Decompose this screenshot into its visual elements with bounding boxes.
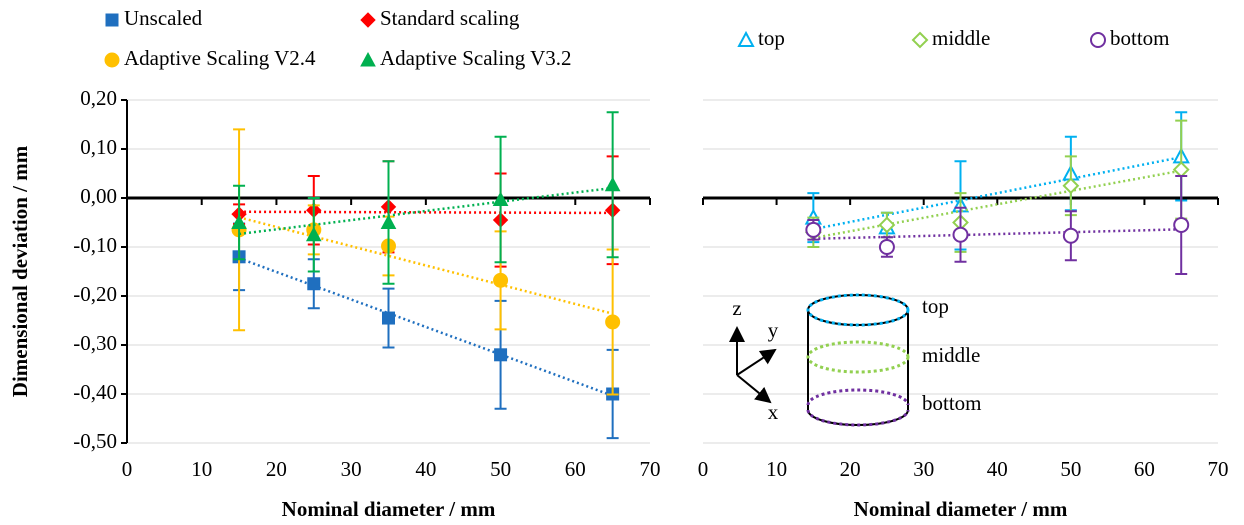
- marker: [492, 191, 509, 206]
- marker: [231, 214, 247, 229]
- legend-label: Adaptive Scaling V2.4: [124, 46, 316, 70]
- inset-label: middle: [922, 343, 980, 367]
- x-tick-label: 40: [415, 457, 436, 481]
- axis-z: z: [732, 296, 741, 320]
- y-tick-label: -0,10: [73, 233, 117, 257]
- marker: [105, 13, 119, 27]
- x-tick-label: 20: [840, 457, 861, 481]
- x-axis-label: Nominal diameter / mm: [282, 497, 496, 521]
- x-tick-label: 50: [490, 457, 511, 481]
- x-tick-label: 50: [1060, 457, 1081, 481]
- marker: [360, 12, 376, 28]
- y-tick-label: -0,50: [73, 429, 117, 453]
- trendline: [813, 155, 1182, 231]
- y-tick-label: -0,20: [73, 282, 117, 306]
- legend-label: Standard scaling: [380, 6, 520, 30]
- marker: [1062, 227, 1079, 244]
- legend-label: middle: [932, 26, 990, 50]
- x-tick-label: 60: [565, 457, 586, 481]
- x-tick-label: 30: [341, 457, 362, 481]
- marker: [604, 176, 621, 192]
- y-tick-label: -0,30: [73, 331, 117, 355]
- axis-x: x: [768, 400, 779, 424]
- marker: [1090, 32, 1106, 48]
- legend-label: Adaptive Scaling V3.2: [380, 46, 572, 70]
- legend-label: bottom: [1110, 26, 1170, 50]
- x-tick-label: 40: [987, 457, 1008, 481]
- x-tick-label: 60: [1134, 457, 1155, 481]
- axis-y: y: [768, 318, 779, 342]
- marker: [307, 277, 321, 291]
- marker: [494, 348, 508, 362]
- y-tick-label: 0,00: [80, 184, 117, 208]
- x-tick-label: 30: [913, 457, 934, 481]
- marker: [878, 216, 896, 234]
- legend-label: top: [758, 26, 785, 50]
- inset-label: bottom: [922, 391, 982, 415]
- marker: [380, 214, 397, 229]
- marker: [1172, 161, 1190, 178]
- marker: [605, 314, 621, 330]
- x-tick-label: 0: [122, 457, 133, 481]
- x-tick-label: 70: [1208, 457, 1229, 481]
- y-axis-label: Dimensional deviation / mm: [8, 145, 32, 397]
- marker: [1062, 177, 1080, 195]
- plots: -0,50 -0,40 -0,30 -0,20 -0,10 0,00 0,10 0,20 0 10…: [8, 6, 1229, 521]
- trendline: [813, 228, 1182, 241]
- panel: 0 10 20 30 40 50 60 70 Nominal diameter / mm top m…: [698, 26, 1229, 521]
- marker: [305, 226, 322, 242]
- marker: [737, 30, 755, 47]
- marker: [493, 272, 509, 288]
- marker: [878, 239, 895, 255]
- trendline: [238, 257, 614, 397]
- x-tick-label: 10: [766, 457, 787, 481]
- x-tick-label: 20: [266, 457, 287, 481]
- marker: [911, 31, 929, 49]
- x-tick-label: 10: [191, 457, 212, 481]
- marker: [805, 221, 822, 238]
- y-tick-label: 0,20: [80, 86, 117, 110]
- y-tick-label: 0,10: [80, 135, 117, 159]
- x-tick-label: 0: [698, 457, 709, 481]
- legend-label: Unscaled: [124, 6, 203, 30]
- panel: -0,50 -0,40 -0,30 -0,20 -0,10 0,00 0,10 0,20 0 10…: [8, 6, 661, 521]
- marker: [1173, 216, 1190, 233]
- trendline: [813, 169, 1182, 240]
- marker: [104, 52, 120, 68]
- y-tick-label: -0,40: [73, 380, 117, 404]
- x-axis-label: Nominal diameter / mm: [854, 497, 1068, 521]
- inset-label: top: [922, 294, 949, 318]
- marker: [360, 51, 376, 67]
- marker: [382, 311, 395, 325]
- inset-diagram: z y x top middle bottom: [729, 293, 982, 427]
- trendline: [239, 210, 613, 215]
- x-tick-label: 70: [640, 457, 661, 481]
- marker: [952, 226, 969, 243]
- trendline: [238, 216, 613, 315]
